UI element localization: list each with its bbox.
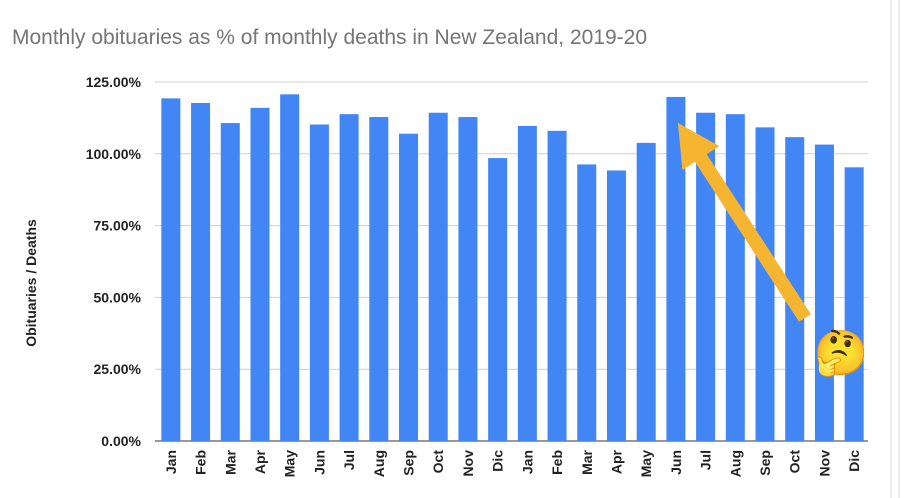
y-tick-label: 75.00%: [94, 218, 142, 234]
bar: [309, 124, 329, 441]
bars: [161, 94, 864, 442]
y-tick-label: 25.00%: [94, 361, 142, 377]
bar: [488, 158, 508, 441]
bar: [785, 137, 805, 441]
bar: [161, 98, 181, 442]
x-tick-label: Oct: [430, 450, 446, 474]
x-tick-label: Mar: [222, 449, 238, 474]
x-tick-label: May: [282, 450, 298, 477]
y-tick-label: 0.00%: [101, 433, 141, 449]
bar: [399, 133, 419, 442]
bar: [220, 123, 240, 441]
x-tick-label: Mar: [579, 449, 595, 474]
x-tick-label: Jun: [668, 450, 684, 475]
x-tick-label: Jul: [698, 450, 714, 470]
x-tick-label: Nov: [460, 450, 476, 477]
bar: [577, 164, 597, 442]
x-axis-ticks: Jan Feb Mar Apr May Jun Jul Aug Sep Oct Nov Dic Jan F…: [163, 449, 862, 477]
bar: [458, 117, 478, 442]
x-tick-label: Apr: [252, 449, 268, 474]
bar: [250, 107, 270, 442]
x-tick-label: Oct: [787, 450, 803, 474]
x-tick-label: Jan: [163, 450, 179, 474]
arrow-annotation: [677, 122, 811, 322]
y-axis-ticks: 0.00% 25.00% 50.00% 75.00% 100.00% 125.00%: [86, 74, 142, 449]
x-tick-label: Jun: [311, 450, 327, 475]
y-tick-label: 100.00%: [86, 146, 142, 162]
bar: [725, 114, 745, 442]
bar: [814, 144, 834, 441]
gridlines: [155, 81, 868, 442]
annotation: 🤔: [677, 122, 869, 378]
bar: [369, 117, 389, 442]
bar: [517, 125, 537, 442]
x-tick-label: Dic: [490, 450, 506, 472]
bar: [844, 167, 864, 441]
x-tick-label: Sep: [401, 450, 417, 476]
bar: [339, 114, 359, 442]
x-tick-label: Feb: [549, 450, 565, 475]
bar: [666, 96, 686, 442]
bar: [280, 94, 300, 441]
x-tick-label: Jul: [341, 450, 357, 470]
y-tick-label: 125.00%: [86, 74, 142, 90]
bar: [191, 102, 211, 441]
bar: [428, 112, 448, 441]
x-tick-label: Jan: [519, 450, 535, 474]
x-tick-label: May: [638, 450, 654, 477]
y-tick-label: 50.00%: [94, 289, 142, 305]
bar: [696, 112, 716, 441]
bar: [755, 127, 775, 442]
x-tick-label: Dic: [846, 450, 862, 472]
bar: [606, 170, 626, 442]
chart-title: Monthly obituaries as % of monthly death…: [12, 26, 647, 49]
x-tick-label: Nov: [816, 450, 832, 477]
x-tick-label: Aug: [371, 450, 387, 477]
bar: [547, 130, 567, 441]
bar: [636, 142, 656, 441]
x-tick-label: Feb: [193, 450, 209, 475]
y-axis-title: Obituaries / Deaths: [23, 219, 39, 347]
x-tick-label: Sep: [757, 450, 773, 476]
x-tick-label: Apr: [608, 449, 624, 474]
thinking-face-icon: 🤔: [814, 329, 869, 378]
x-tick-label: Aug: [727, 450, 743, 477]
